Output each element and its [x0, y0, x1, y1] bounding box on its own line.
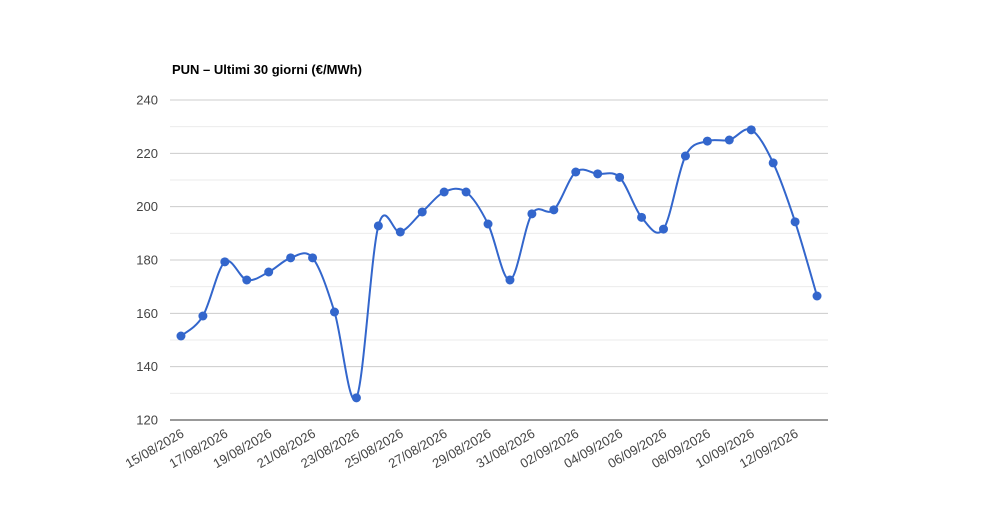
data-point: [527, 209, 537, 219]
data-point: [330, 307, 339, 317]
data-point: [637, 212, 647, 222]
data-point: [790, 217, 800, 227]
chart-title: PUN – Ultimi 30 giorni (€/MWh): [172, 62, 362, 77]
data-point: [395, 227, 405, 237]
data-point: [702, 136, 712, 146]
y-tick-label: 140: [136, 359, 158, 374]
data-point: [373, 221, 383, 231]
data-point: [483, 219, 493, 229]
data-point: [549, 205, 559, 215]
data-point: [242, 275, 252, 285]
data-point: [746, 125, 756, 135]
y-tick-label: 120: [136, 413, 158, 428]
data-point: [439, 187, 449, 197]
y-tick-label: 200: [136, 199, 158, 214]
y-tick-label: 240: [136, 93, 158, 108]
data-point: [264, 267, 274, 277]
data-point: [417, 207, 427, 217]
data-point: [812, 291, 822, 301]
data-point: [593, 169, 603, 179]
data-point: [308, 253, 318, 263]
y-tick-label: 220: [136, 146, 158, 161]
data-point: [724, 135, 734, 145]
data-point: [351, 393, 361, 403]
data-point: [571, 167, 581, 177]
y-tick-label: 180: [136, 253, 158, 268]
y-tick-label: 160: [136, 306, 158, 321]
data-point: [680, 151, 690, 161]
data-point: [220, 257, 230, 267]
data-point: [176, 331, 186, 341]
data-point: [198, 311, 208, 321]
data-point: [615, 172, 625, 182]
data-point: [659, 224, 668, 234]
data-point: [461, 187, 471, 197]
data-point: [286, 253, 296, 263]
data-point: [768, 158, 778, 168]
data-point: [505, 275, 515, 285]
